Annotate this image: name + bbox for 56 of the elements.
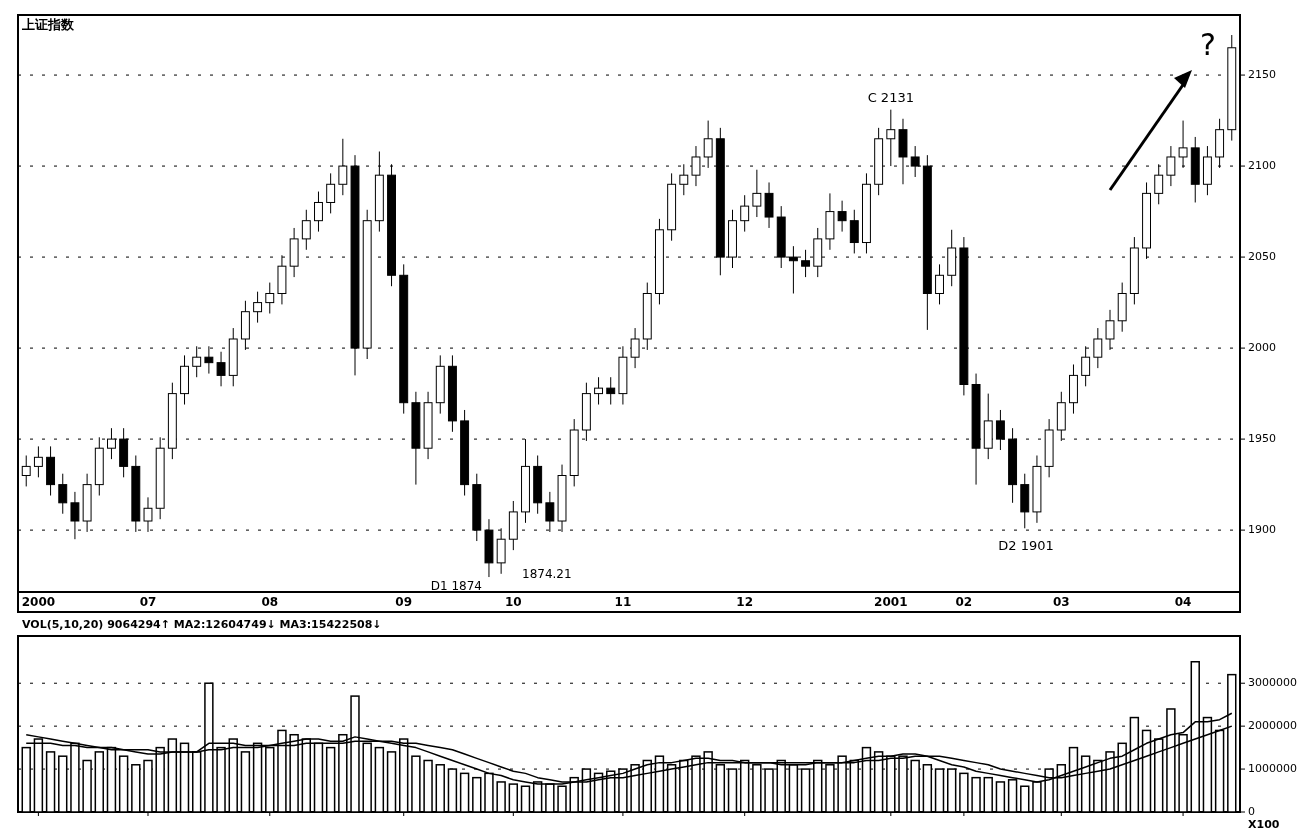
y-tick-label: 2050: [1248, 250, 1276, 264]
x-tick-label: 09: [395, 594, 413, 609]
y-tick-label: 1900: [1248, 523, 1276, 537]
candlestick: [58, 473, 68, 515]
y-tick-label: 1950: [1248, 432, 1276, 446]
candlestick: [216, 351, 226, 387]
x-tick-label: 2001: [874, 594, 908, 609]
candlestick: [849, 209, 859, 254]
candlestick: [301, 209, 311, 251]
y-tick-label: 2000: [1248, 341, 1276, 355]
candlestick: [338, 138, 348, 196]
y-tick-label: 0: [1248, 805, 1255, 818]
candlestick: [70, 491, 80, 540]
chart-title: 上证指数: [21, 17, 75, 32]
annotation: D2 1901: [998, 538, 1054, 553]
x-tick-label: 08: [261, 594, 279, 609]
annotation: D1 1874: [430, 579, 482, 593]
candlestick: [21, 454, 31, 487]
candlestick: [801, 249, 811, 278]
y-tick-label: 3000000: [1248, 676, 1297, 690]
x-tick-label: 10: [504, 594, 522, 609]
candlestick: [679, 163, 689, 196]
x-tick-label: 2000: [21, 594, 56, 609]
candlestick: [1166, 145, 1176, 187]
annotation: ?: [1200, 27, 1216, 62]
x-tick-label: 12: [736, 594, 754, 609]
x-tick-label: 04: [1174, 594, 1192, 609]
candlestick: [740, 194, 750, 233]
candlestick: [837, 200, 847, 233]
candlestick: [752, 169, 762, 218]
x-tick-label: 11: [614, 594, 632, 609]
y-tick-label: 2100: [1248, 159, 1276, 173]
candlestick: [33, 445, 43, 478]
candlestick: [1093, 327, 1103, 369]
annotation: 1874.21: [522, 567, 572, 581]
candlestick: [630, 327, 640, 369]
x-tick-label: 03: [1052, 594, 1070, 609]
y-tick-label: 2000000: [1248, 719, 1297, 733]
y-tick-label: 2150: [1248, 68, 1276, 82]
candlestick: [326, 172, 336, 214]
x-tick-label: 02: [955, 594, 973, 609]
candlestick: [314, 191, 323, 233]
text: VOL(5,10,20) 9064294↑ MA2:12604749↓ MA3:15422508↓: [22, 618, 382, 631]
annotation: C 2131: [867, 89, 914, 105]
y-tick-label: 1000000: [1248, 762, 1297, 776]
candlestick: [764, 181, 774, 229]
candlestick: [995, 409, 1005, 451]
x-tick-label: 07: [139, 594, 157, 609]
candlestick: [594, 376, 604, 406]
candlestick: [253, 291, 263, 324]
candlestick: [935, 263, 944, 305]
candlestick: [265, 282, 275, 315]
text: X100: [1248, 818, 1280, 831]
candlestick: [606, 376, 616, 406]
candlestick: [886, 109, 896, 167]
candlestick: [703, 120, 713, 169]
